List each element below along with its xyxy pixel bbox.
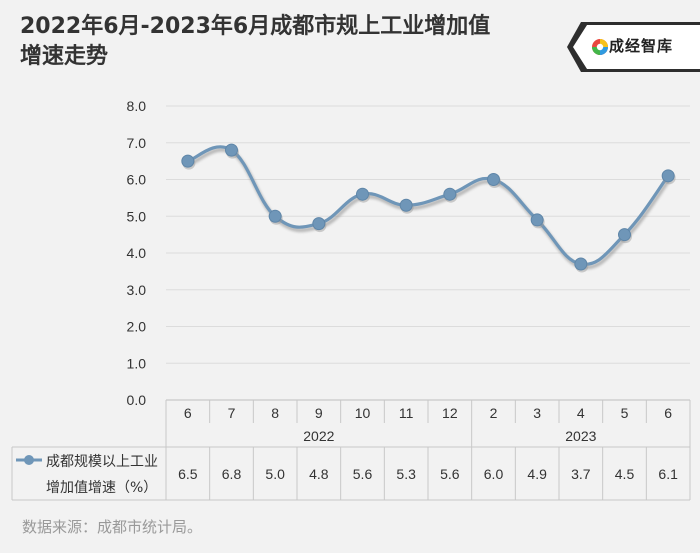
- x-tick-label: 12: [442, 405, 458, 421]
- data-point: [312, 217, 326, 231]
- data-value-label: 4.8: [309, 466, 329, 482]
- x-tick-label: 7: [228, 405, 236, 421]
- data-point: [661, 169, 675, 183]
- grid-lines: [166, 105, 690, 364]
- y-tick-label: 0.0: [127, 392, 147, 408]
- data-point: [487, 173, 500, 186]
- x-tick-label: 9: [315, 405, 323, 421]
- x-tick-label: 11: [399, 405, 414, 421]
- y-tick-label: 8.0: [127, 98, 147, 114]
- data-point: [530, 213, 544, 227]
- y-tick-label: 2.0: [127, 319, 147, 335]
- data-value-label: 6.8: [222, 466, 242, 482]
- y-tick-label: 1.0: [127, 355, 147, 371]
- y-tick-label: 5.0: [127, 208, 147, 224]
- logo: 成经智库: [567, 22, 700, 72]
- data-source-note: 数据来源：成都市统计局。: [22, 518, 203, 536]
- data-value-label: 5.3: [396, 466, 416, 482]
- x-tick-label: 5: [621, 405, 629, 421]
- data-value-label: 5.6: [440, 466, 460, 482]
- data-value-label: 6.0: [484, 466, 504, 482]
- x-group-label: 2023: [565, 428, 596, 444]
- x-tick-label: 2: [490, 405, 498, 421]
- data-point: [268, 209, 282, 223]
- data-point: [181, 154, 195, 168]
- series-line-shadow: [188, 147, 672, 270]
- y-tick-label: 3.0: [127, 282, 147, 298]
- logo-badge: [567, 22, 700, 72]
- data-value-label: 5.6: [353, 466, 373, 482]
- data-value-label: 4.5: [615, 466, 635, 482]
- y-tick-label: 6.0: [127, 172, 147, 188]
- x-tick-label: 10: [355, 405, 371, 421]
- legend-label-line-1: 成都规模以上工业: [46, 454, 158, 470]
- x-tick-label: 3: [533, 405, 541, 421]
- x-tick-label: 8: [271, 405, 279, 421]
- data-value-label: 3.7: [571, 466, 591, 482]
- title-line-2: 增速走势: [20, 44, 109, 69]
- title-line-1: 2022年6月-2023年6月成都市规上工业增加值: [20, 14, 491, 39]
- logo-text: 成经智库: [609, 37, 674, 55]
- data-point: [618, 228, 631, 242]
- x-group-label: 2022: [303, 428, 334, 444]
- data-value-label: 4.9: [527, 466, 547, 482]
- data-point: [356, 187, 369, 201]
- y-tick-label: 7.0: [127, 135, 147, 151]
- x-tick-label: 6: [184, 405, 192, 421]
- chart-title: 2022年6月-2023年6月成都市规上工业增加值 增速走势: [20, 12, 490, 72]
- legend-label-line-2: 增加值增速（%）: [46, 480, 157, 496]
- data-point: [574, 257, 588, 271]
- legend-marker: [24, 455, 34, 465]
- data-point: [225, 143, 238, 157]
- colorful-swirl-icon: [592, 39, 608, 55]
- data-table: 6.5 6.8 5.0 4.8 5.6 5.3 5.6 6.0 4.9 3.7 4.5 6.1: [11, 399, 691, 501]
- data-value-label: 6.5: [178, 466, 198, 482]
- data-value-label: 5.0: [265, 466, 285, 482]
- x-tick-label: 6: [664, 405, 672, 421]
- x-tick-label: 4: [577, 405, 585, 421]
- x-axis: 6 7 8 9 10 11 12 2 3 4 5 6 2022 2023: [184, 405, 672, 444]
- data-value-label: 6.1: [658, 466, 678, 482]
- y-axis: 0.0 1.0 2.0 3.0 4.0 5.0 6.0 7.0 8.0: [127, 98, 147, 408]
- y-tick-label: 4.0: [127, 245, 147, 261]
- series-layer: [181, 143, 676, 273]
- data-point: [399, 198, 413, 212]
- data-point: [443, 187, 457, 201]
